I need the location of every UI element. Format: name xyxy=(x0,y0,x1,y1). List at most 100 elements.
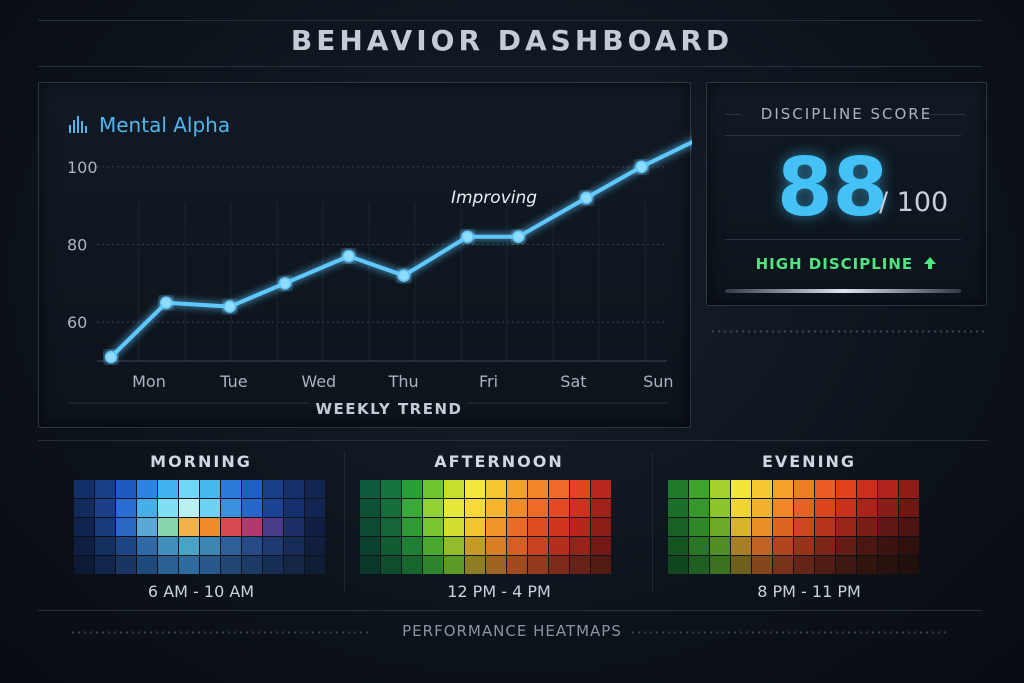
data-point xyxy=(223,300,237,313)
heatmap-cell xyxy=(570,518,590,536)
heatmap-cell xyxy=(899,537,919,555)
brand-name: Mental Alpha xyxy=(99,113,231,137)
heatmap-cell xyxy=(507,518,527,536)
score-label-rule-right xyxy=(925,114,965,115)
heatmap-cell xyxy=(591,518,611,536)
heatmap-cell xyxy=(465,537,485,555)
heatmap-cell xyxy=(591,556,611,574)
heatmap-cell xyxy=(570,480,590,498)
heatmap-cell xyxy=(752,499,772,517)
score-status: HIGH DISCIPLINE xyxy=(707,255,986,273)
heatmap-cell xyxy=(242,556,262,574)
heatmap-cell xyxy=(74,480,94,498)
series-line xyxy=(109,139,692,359)
heatmap-cell xyxy=(137,537,157,555)
heatmap-cell xyxy=(773,556,793,574)
heatmap-cell xyxy=(773,499,793,517)
heatmap-cell xyxy=(200,518,220,536)
heatmap-evening: EVENING 8 PM - 11 PM xyxy=(664,452,954,601)
heatmap-cell xyxy=(423,499,443,517)
heatmap-cell xyxy=(857,537,877,555)
heatmap-cell xyxy=(815,480,835,498)
arrow-up-icon xyxy=(924,257,937,269)
heatmap-cell xyxy=(507,556,527,574)
heatmap-cell xyxy=(752,480,772,498)
heatmap-cell xyxy=(836,518,856,536)
heatmap-cell xyxy=(878,556,898,574)
footer-label: PERFORMANCE HEATMAPS xyxy=(402,622,622,640)
heatmap-cell xyxy=(95,480,115,498)
heatmap-cell xyxy=(242,480,262,498)
heatmap-cell xyxy=(815,518,835,536)
heatmap-cell xyxy=(731,480,751,498)
heatmap-cell xyxy=(116,556,136,574)
heatmap-grid xyxy=(668,480,919,574)
heatmap-grid xyxy=(74,480,325,574)
page-title: BEHAVIOR DASHBOARD xyxy=(290,24,734,57)
heatmap-cell xyxy=(570,537,590,555)
heatmap-cell xyxy=(360,556,380,574)
heatmap-cell xyxy=(137,518,157,536)
heatmap-cell xyxy=(710,518,730,536)
data-point xyxy=(159,296,173,309)
heatmap-cell xyxy=(221,499,241,517)
heatmap-cell xyxy=(360,537,380,555)
dotted-separator xyxy=(710,330,986,333)
heatmap-cell xyxy=(570,499,590,517)
score-bottom-divider xyxy=(725,239,961,240)
heatmap-divider xyxy=(652,452,653,592)
heatmap-cell xyxy=(74,556,94,574)
heatmap-cell xyxy=(242,518,262,536)
heatmap-cell xyxy=(221,480,241,498)
heatmap-cell xyxy=(95,518,115,536)
heatmap-cell xyxy=(74,518,94,536)
heatmap-cell xyxy=(284,537,304,555)
heatmap-cell xyxy=(263,480,283,498)
heatmap-cell xyxy=(305,480,325,498)
heatmap-cell xyxy=(465,518,485,536)
x-tick-label: Tue xyxy=(219,372,247,391)
heatmap-cell xyxy=(263,518,283,536)
trend-annotation: Improving xyxy=(451,188,537,208)
score-status-text: HIGH DISCIPLINE xyxy=(755,255,914,273)
heatmap-cell xyxy=(179,556,199,574)
heatmap-cell xyxy=(95,556,115,574)
heatmap-cell xyxy=(284,556,304,574)
heatmap-cell xyxy=(116,499,136,517)
y-tick-label: 80 xyxy=(67,236,87,255)
score-value: 88 xyxy=(777,141,889,234)
heatmap-cell xyxy=(836,499,856,517)
heatmap-cell xyxy=(752,518,772,536)
heatmap-cell xyxy=(794,499,814,517)
heatmap-cell xyxy=(284,499,304,517)
heatmap-cell xyxy=(668,537,688,555)
heatmap-cell xyxy=(444,480,464,498)
heatmap-cell xyxy=(815,556,835,574)
heatmap-cell xyxy=(305,518,325,536)
heatmap-cell xyxy=(284,480,304,498)
heatmap-cell xyxy=(402,556,422,574)
heatmap-cell xyxy=(381,480,401,498)
heatmap-cell xyxy=(402,480,422,498)
score-label: DISCIPLINE SCORE xyxy=(760,105,933,123)
heatmap-cell xyxy=(444,537,464,555)
heatmap-cell xyxy=(528,480,548,498)
heatmap-cell xyxy=(549,556,569,574)
heatmap-cell xyxy=(158,518,178,536)
heatmap-cell xyxy=(402,537,422,555)
data-point xyxy=(461,230,474,243)
heatmap-cell xyxy=(263,537,283,555)
heatmap-cell xyxy=(794,537,814,555)
heatmap-cell xyxy=(242,499,262,517)
heatmap-cell xyxy=(731,537,751,555)
heatmap-cell xyxy=(116,537,136,555)
heatmap-cell xyxy=(773,537,793,555)
heatmap-cell xyxy=(221,537,241,555)
heatmap-cell xyxy=(668,480,688,498)
heatmap-cell xyxy=(794,518,814,536)
heatmap-cell xyxy=(423,556,443,574)
heatmap-cell xyxy=(836,537,856,555)
heatmap-cell xyxy=(116,518,136,536)
heatmap-cell xyxy=(878,480,898,498)
heatmap-cell xyxy=(857,518,877,536)
